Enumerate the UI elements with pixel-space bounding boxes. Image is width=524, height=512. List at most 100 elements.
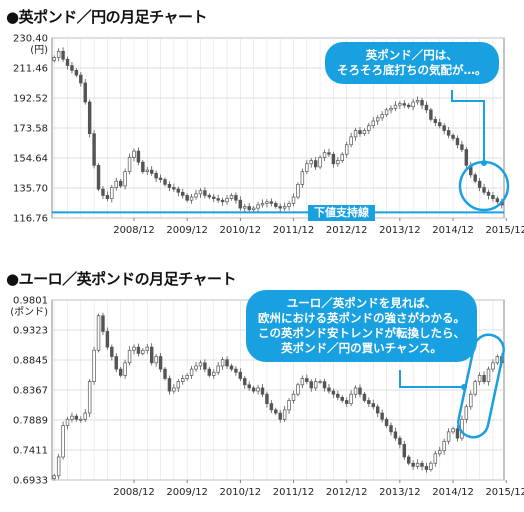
eurgbp-callout-line-2: 欧州における英ポンドの強さがわかる。: [258, 311, 465, 325]
candle-body: [384, 418, 389, 426]
y-tick-label: 135.70: [13, 184, 48, 195]
x-tick-label: 2010/12: [220, 487, 262, 498]
candle-body: [61, 425, 65, 458]
x-tick-label: 2009/12: [166, 225, 208, 236]
candle-body: [265, 201, 269, 204]
candle-body: [482, 375, 486, 383]
candle-body: [251, 207, 256, 211]
candle-body: [393, 104, 398, 109]
candle-body: [309, 160, 313, 165]
candle-body: [260, 203, 265, 206]
candle-body: [212, 371, 216, 376]
x-tick-label: 2011/12: [273, 225, 315, 236]
candle-body: [415, 100, 420, 103]
candle-body: [216, 198, 220, 201]
candle-body: [247, 384, 251, 389]
candle-body: [482, 187, 486, 193]
y-tick-label: 154.64: [13, 154, 48, 165]
candle-body: [442, 440, 446, 452]
y-unit-label: (円): [30, 45, 48, 56]
candle-body: [65, 418, 70, 426]
candle-body: [375, 117, 380, 122]
candle-body: [429, 462, 433, 470]
candle-body: [172, 387, 176, 392]
candle-body: [141, 161, 145, 173]
candle-body: [415, 462, 420, 467]
candle-body: [340, 153, 344, 161]
candle-body: [123, 171, 127, 187]
candle-body: [96, 315, 101, 351]
candle-body: [322, 152, 327, 158]
candle-body: [145, 346, 149, 351]
candle-body: [495, 198, 500, 203]
candle-body: [238, 199, 243, 209]
candle-body: [491, 362, 495, 370]
candle-body: [367, 400, 371, 404]
candle-body: [407, 456, 411, 464]
candle-body: [176, 381, 181, 389]
candle-body: [291, 196, 296, 204]
candle-body: [460, 144, 464, 150]
candle-body: [411, 462, 415, 467]
candle-body: [101, 188, 105, 196]
x-tick-label: 2010/12: [220, 225, 262, 236]
eurgbp-callout-line-1: ユーロ／英ポンドを見れば、: [286, 296, 437, 310]
candle-body: [247, 206, 251, 211]
candle-body: [114, 356, 118, 370]
candle-body: [52, 475, 56, 479]
candle-body: [389, 107, 393, 111]
candle-body: [380, 412, 384, 420]
candle-body: [154, 356, 158, 364]
candle-body: [451, 428, 455, 433]
candle-body: [83, 82, 87, 103]
candle-body: [123, 362, 127, 376]
candle-body: [300, 378, 305, 386]
candle-body: [486, 368, 491, 383]
candle-body: [380, 114, 384, 119]
candle-body: [438, 122, 442, 127]
candle-body: [56, 456, 61, 477]
candle-body: [278, 412, 282, 420]
candle-body: [243, 378, 247, 386]
candle-body: [101, 315, 105, 332]
candle-body: [216, 365, 220, 373]
x-tick-label: 2009/12: [166, 487, 208, 498]
candle-body: [256, 387, 260, 392]
y-unit-label: (ポンド): [10, 306, 48, 318]
candle-body: [172, 187, 176, 190]
candle-body: [420, 462, 424, 467]
candle-body: [446, 130, 451, 136]
candle-body: [300, 171, 305, 185]
candle-body: [229, 195, 234, 199]
candle-body: [269, 403, 274, 411]
candle-body: [296, 184, 300, 198]
candle-body: [455, 138, 460, 146]
candle-body: [411, 101, 415, 108]
candle-body: [118, 368, 123, 376]
candle-body: [132, 150, 136, 158]
gbpjpy-callout: 英ポンド／円は、 そろそろ底打ちの気配が…。: [325, 42, 499, 84]
candle-body: [269, 201, 274, 204]
candle-body: [282, 409, 287, 420]
candle-body: [384, 109, 389, 116]
y-tick-label: 0.9323: [13, 326, 48, 337]
eurgbp-callout: ユーロ／英ポンドを見れば、 欧州における英ポンドの強さがわかる。 この英ポンド安…: [246, 290, 477, 362]
chart2-title: ●ユーロ／英ポンドの月足チャート: [6, 270, 236, 288]
candle-body: [464, 149, 469, 166]
x-tick-label: 2011/12: [273, 487, 315, 498]
x-tick-label: 2013/12: [379, 225, 421, 236]
candle-body: [141, 349, 145, 354]
eurgbp-chart: 0.9801 0.9323 0.8845 0.8367 0.7889 0.7411 0.69…: [10, 296, 524, 499]
candle-body: [327, 387, 331, 392]
x-tick-label: 2008/12: [113, 225, 155, 236]
candle-body: [265, 393, 269, 404]
candle-body: [163, 368, 167, 379]
candle-body: [309, 381, 313, 389]
candle-body: [477, 375, 482, 383]
candle-body: [362, 393, 367, 401]
candle-body: [74, 415, 79, 420]
callout-leader: [451, 90, 485, 163]
candle-body: [198, 190, 203, 195]
candle-body: [185, 195, 189, 201]
candle-body: [433, 119, 438, 123]
